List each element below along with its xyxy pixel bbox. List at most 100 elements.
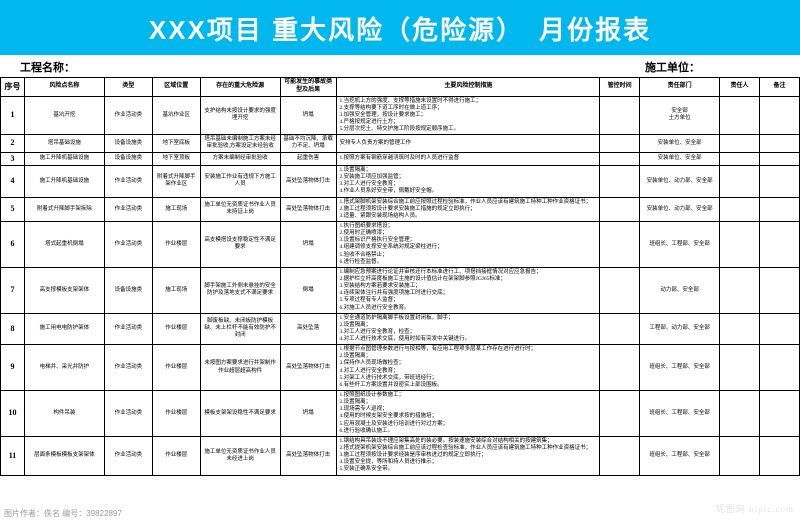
sub-header: 工程名称： 施工单位：	[0, 55, 800, 77]
cell-seq: 10	[1, 391, 25, 437]
cell-type: 作业活动类	[104, 436, 152, 475]
cell-loc: 施工现场	[152, 197, 200, 221]
cell-dept: 安全部土方单位	[640, 96, 720, 135]
cell-type: 作业活动类	[104, 345, 152, 391]
table-row: 9电梯井、采光井防护作业活动类作业楼层未按图方案要求进行井架制作作业超层超高构件…	[1, 345, 800, 391]
cell-meas: 1.编制应急预案进行论证并审核还行本标准进行工、项搭挡接框情况对应应急报告；2.…	[336, 267, 600, 313]
cell-src: 脚废板缺、未闭板防护模板缺、未上栏杆不能有效防护不封闭	[200, 313, 280, 345]
table-row: 1基坑开挖作业活动类基坑作业区支护结构未按设计要求的强度埋开挖坍塌1.当挖机上方…	[1, 96, 800, 135]
cell-rem	[759, 152, 799, 165]
cell-loc: 附着式升降脚手架作业区	[152, 165, 200, 197]
cell-dept: 安装单位、动力部、安全部	[640, 197, 720, 221]
cell-loc: 地下室顶板	[152, 152, 200, 165]
cell-dept: 班组长、工程部、安全部	[640, 345, 720, 391]
cell-rem	[759, 391, 799, 437]
cell-meas: 1.安全通道防护隔离脚手板设置封闭板，脚手；2.设置隔离；3.对工人进行安全教育…	[336, 313, 600, 345]
cell-type: 作业活动类	[104, 96, 152, 135]
cell-meas: 1.搭式架脚机架安装综合施工前应按照过程检验标准，作业人员应该有建筑施工特种工种…	[336, 197, 600, 221]
table-row: 8施工用电电防护架体作业活动类作业楼层脚废板缺、未闭板防护模板缺、未上栏杆不能有…	[1, 313, 800, 345]
project-name-label: 工程名称：	[20, 59, 75, 75]
cell-pt_name: 电梯井、采光井防护	[24, 345, 104, 391]
cell-src: 高支模搭设支撑稳定性不满足要求	[200, 221, 280, 267]
col-rem: 备注	[759, 78, 799, 97]
cell-pt_name: 层面条模板模板支架架体	[24, 436, 104, 475]
cell-type: 作业活动类	[104, 313, 152, 345]
construction-unit-label: 施工单位：	[645, 59, 700, 75]
cell-dept: 班组长、工程部、安全部	[640, 221, 720, 267]
cell-pt_name: 基坑开挖	[24, 96, 104, 135]
report-title: XXX项目 重大风险（危险源） 月份报表	[0, 0, 800, 55]
table-row: 11层面条模板模板支架架体作业活动类作业楼层施工单位无资质证书作业人员未经进上岗…	[1, 436, 800, 475]
cell-pt_name: 施工升降机基础设施	[24, 152, 104, 165]
cell-seq: 11	[1, 436, 25, 475]
cell-time	[600, 313, 640, 345]
cell-rem	[759, 96, 799, 135]
cell-rem	[759, 165, 799, 197]
cell-time	[600, 152, 640, 165]
cell-rem	[759, 345, 799, 391]
col-acc: 可能发生的事故类型及后果	[280, 78, 336, 97]
table-row: 10构件吊装作业活动类作业楼层模板支架架设稳性不满足要求坍塌1.按照图纸设计参数…	[1, 391, 800, 437]
cell-pers	[720, 197, 760, 221]
cell-time	[600, 391, 640, 437]
cell-rem	[759, 197, 799, 221]
cell-rem	[759, 135, 799, 152]
cell-pt_name: 构件吊装	[24, 391, 104, 437]
cell-pt_name: 施工用电电防护架体	[24, 313, 104, 345]
cell-pers	[720, 221, 760, 267]
cell-acc: 坍塌	[280, 96, 336, 135]
header-row: 序号 风险点名称 类型 区域位置 存在的重大危险源 可能发生的事故类型及后果 主…	[1, 78, 800, 97]
cell-pers	[720, 267, 760, 313]
cell-seq: 9	[1, 345, 25, 391]
cell-src: 未按图方案要求进行井架制作作业超层超高构件	[200, 345, 280, 391]
cell-loc: 作业楼层	[152, 436, 200, 475]
cell-dept: 安装单位、安全部	[640, 135, 720, 152]
cell-rem	[759, 436, 799, 475]
watermark: 昵图网 nipic.com	[716, 502, 794, 515]
cell-acc: 高处坠落	[280, 313, 336, 345]
cell-acc: 倒塌	[280, 267, 336, 313]
cell-seq: 6	[1, 221, 25, 267]
cell-type: 设备设施类	[104, 267, 152, 313]
cell-time	[600, 96, 640, 135]
col-pt: 风险点名称	[24, 78, 104, 97]
col-time: 管控时间	[600, 78, 640, 97]
table-row: 7高支撑模板支架架体设备设施类施工现场脚手架施工外侧未悬挂的安全防护及落地支式不…	[1, 267, 800, 313]
cell-acc: 高处坠落物体打击	[280, 345, 336, 391]
cell-loc: 地下室底板	[152, 135, 200, 152]
cell-pt_name: 高支撑模板支架架体	[24, 267, 104, 313]
cell-pers	[720, 152, 760, 165]
cell-dept: 工程部、动力部、安全部	[640, 313, 720, 345]
cell-time	[600, 197, 640, 221]
cell-type: 作业活动类	[104, 221, 152, 267]
cell-loc: 作业楼层	[152, 391, 200, 437]
cell-seq: 4	[1, 165, 25, 197]
cell-loc: 施工现场	[152, 267, 200, 313]
col-pers: 责任人	[720, 78, 760, 97]
table-row: 3施工升降机基础设施设备设施类地下室顶板方案未编制经审批验收起重伤害1.按照方案…	[1, 152, 800, 165]
cell-seq: 5	[1, 197, 25, 221]
cell-seq: 8	[1, 313, 25, 345]
cell-acc: 高处坠落物体打击	[280, 197, 336, 221]
cell-acc: 高处坠落物体打击	[280, 436, 336, 475]
col-dept: 责任部门	[640, 78, 720, 97]
cell-type: 作业活动类	[104, 391, 152, 437]
cell-dept: 安装单位、动力部、安全部	[640, 165, 720, 197]
cell-src: 施工单位无资质证书作业人员未经进上岗	[200, 436, 280, 475]
cell-rem	[759, 313, 799, 345]
col-meas: 主要风险控制措施	[336, 78, 600, 97]
cell-loc: 基坑作业区	[152, 96, 200, 135]
col-loc: 区域位置	[152, 78, 200, 97]
footer-text: 图片作者：佚名 编号：39822897	[4, 508, 122, 519]
cell-pers	[720, 135, 760, 152]
cell-type: 设备设施类	[104, 135, 152, 152]
cell-pt_name: 塔吊基础设施	[24, 135, 104, 152]
cell-type: 设备设施类	[104, 152, 152, 165]
cell-meas: 1.根据节点图管理参数进行与按相等，有应用工程项多层某工作存在进行进行时；2.设…	[336, 345, 600, 391]
cell-src: 支护结构未按设计要求的强度埋开挖	[200, 96, 280, 135]
cell-seq: 2	[1, 135, 25, 152]
cell-type: 作业活动类	[104, 197, 152, 221]
cell-src: 脚手架施工外侧未悬挂的安全防护及落地支式不满足要求	[200, 267, 280, 313]
cell-loc: 作业楼层	[152, 313, 200, 345]
cell-time	[600, 436, 640, 475]
